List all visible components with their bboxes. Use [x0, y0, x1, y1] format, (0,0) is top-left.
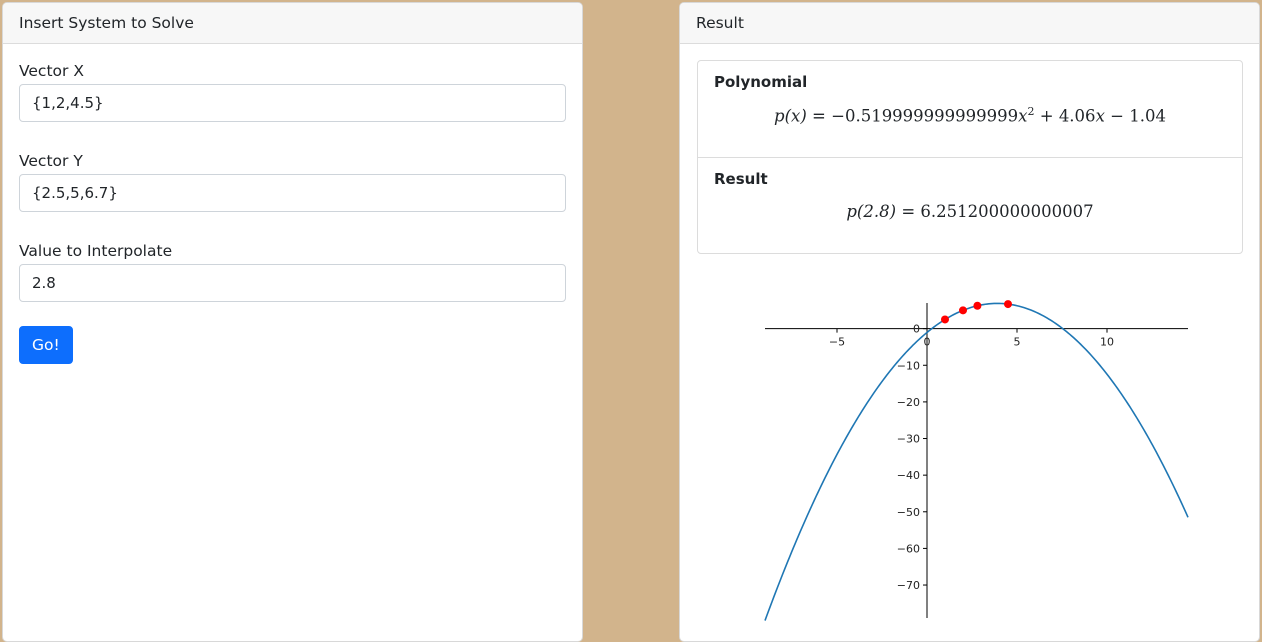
data-point-0: [941, 315, 949, 324]
coefficient-c: 1.04: [1129, 106, 1166, 126]
polynomial-plot: −5 0 5 100−10−20−30−40−50−60−70: [764, 300, 1189, 621]
data-point-3: [1004, 300, 1012, 309]
y-tick-label--20: −20: [897, 396, 920, 409]
y-tick-label--40: −40: [897, 469, 920, 482]
result-card-header: Result: [680, 3, 1259, 44]
input-form: Vector X Vector Y Value to Interpolate G…: [3, 44, 582, 382]
result-list: Polynomial p(x) = −0.519999999999999x2 +…: [697, 60, 1243, 254]
vector-y-input[interactable]: [19, 174, 566, 212]
x-tick-label-0: 0: [924, 336, 931, 349]
polynomial-item: Polynomial p(x) = −0.519999999999999x2 +…: [698, 61, 1242, 157]
input-card: Insert System to Solve Vector X Vector Y…: [2, 2, 583, 642]
x-tick-label-10: 10: [1100, 336, 1114, 349]
polynomial-lhs: p(x): [774, 106, 807, 126]
interpolate-value-label: Value to Interpolate: [19, 242, 173, 260]
result-lhs: p(2.8): [846, 202, 897, 221]
x-tick-label-5: 5: [1014, 336, 1021, 349]
go-button[interactable]: Go!: [19, 326, 73, 364]
result-value: 6.251200000000007: [920, 202, 1094, 221]
data-point-2: [973, 301, 982, 310]
data-point-1: [959, 306, 967, 315]
coefficient-a: −0.519999999999999: [831, 106, 1019, 126]
x-tick-label--5: −5: [829, 336, 845, 349]
result-item: Result p(2.8) = 6.251200000000007: [698, 157, 1242, 253]
y-tick-label--70: −70: [897, 579, 920, 592]
input-card-header: Insert System to Solve: [3, 3, 582, 44]
vector-y-label: Vector Y: [19, 152, 83, 170]
y-tick-label--50: −50: [897, 506, 920, 519]
result-title: Result: [714, 170, 768, 188]
polynomial-curve: [764, 302, 1189, 621]
y-tick-label--30: −30: [897, 433, 920, 446]
result-formula: p(2.8) = 6.251200000000007: [846, 202, 1094, 221]
coefficient-b: 4.06: [1058, 106, 1096, 126]
y-tick-label--60: −60: [897, 542, 920, 555]
interpolate-value-input[interactable]: [19, 264, 566, 302]
polynomial-title: Polynomial: [714, 73, 808, 91]
result-card: Result Polynomial p(x) = −0.519999999999…: [679, 2, 1260, 642]
vector-x-input[interactable]: [19, 84, 566, 122]
y-tick-label-0: 0: [913, 323, 920, 336]
polynomial-formula: p(x) = −0.519999999999999x2 + 4.06x − 1.…: [774, 105, 1166, 126]
y-tick-label--10: −10: [897, 359, 920, 372]
vector-x-label: Vector X: [19, 62, 84, 80]
